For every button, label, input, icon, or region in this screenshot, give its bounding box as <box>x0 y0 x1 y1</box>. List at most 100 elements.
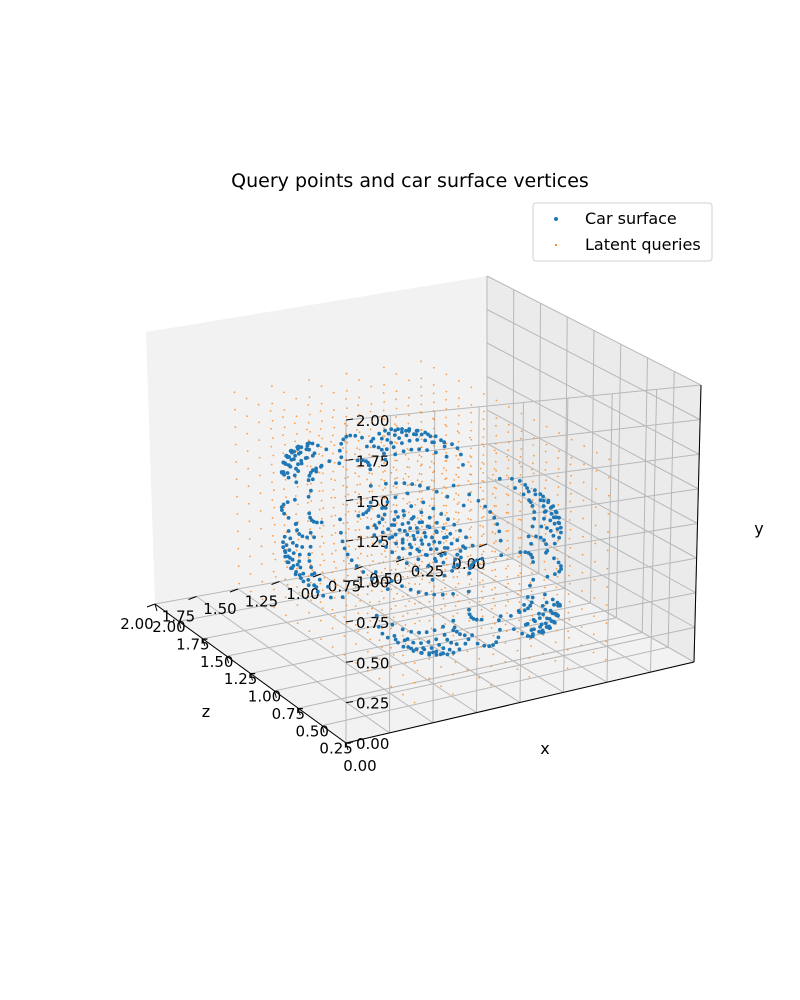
latent-query-point <box>491 531 494 534</box>
latent-query-point <box>406 594 409 596</box>
back-wall-gridline-y <box>486 376 699 490</box>
latent-query-point <box>296 622 299 625</box>
latent-query-point <box>458 397 460 400</box>
floor-gridline-z <box>320 573 521 703</box>
latent-query-point <box>466 631 469 634</box>
latent-query-point <box>368 564 371 567</box>
y-tick-label: 1.00 <box>356 574 389 592</box>
latent-query-point <box>531 480 534 483</box>
latent-query-point <box>495 399 498 402</box>
latent-query-point <box>479 524 482 527</box>
latent-query-point <box>469 501 472 503</box>
latent-query-point <box>418 472 421 475</box>
latent-query-point <box>382 561 385 564</box>
latent-query-point <box>607 513 610 515</box>
latent-query-point <box>378 677 381 680</box>
latent-query-point <box>307 520 309 522</box>
car-surface-point <box>517 610 522 614</box>
latent-query-point <box>247 485 250 488</box>
x-tick <box>297 708 301 716</box>
latent-query-point <box>295 513 297 516</box>
latent-query-point <box>429 466 431 469</box>
latent-query-point <box>506 474 508 477</box>
x-tick-label: 1.00 <box>248 688 281 706</box>
latent-query-point <box>594 542 597 545</box>
car-surface-point <box>376 624 381 629</box>
latent-query-point <box>383 479 386 482</box>
latent-query-point <box>452 537 455 540</box>
latent-query-point <box>433 418 435 421</box>
car-surface-point <box>299 461 304 466</box>
latent-query-point <box>454 623 457 626</box>
car-surface-point <box>522 603 526 607</box>
latent-query-point <box>414 622 416 625</box>
latent-query-point <box>567 593 570 596</box>
latent-query-point <box>343 635 346 637</box>
car-surface-point <box>282 534 287 539</box>
latent-query-point <box>445 373 448 376</box>
latent-query-point <box>457 511 460 514</box>
car-surface-point <box>327 459 332 464</box>
latent-query-point <box>271 419 274 422</box>
car-surface-point <box>393 637 398 642</box>
car-surface-point <box>439 553 444 558</box>
back-wall-gridline-y <box>486 309 701 421</box>
latent-query-point <box>420 429 423 431</box>
car-surface-point <box>433 434 438 439</box>
latent-query-point <box>416 669 419 672</box>
car-surface-point <box>287 455 291 459</box>
car-surface-point <box>385 587 390 591</box>
latent-query-point <box>531 499 534 501</box>
car-surface-point <box>282 472 286 477</box>
latent-query-point <box>440 550 443 552</box>
x-tick-label: 0.25 <box>319 740 352 758</box>
latent-query-point <box>491 512 494 514</box>
latent-query-point <box>543 579 546 581</box>
latent-query-point <box>310 534 313 537</box>
latent-query-point <box>420 360 423 363</box>
car-surface-point <box>554 515 559 520</box>
latent-query-point <box>604 658 607 661</box>
latent-query-point <box>334 549 337 552</box>
car-surface-point <box>442 535 446 540</box>
latent-query-point <box>445 477 448 480</box>
latent-query-point <box>493 542 495 544</box>
latent-query-point <box>358 431 361 434</box>
car-surface-point <box>342 546 347 551</box>
car-surface-point <box>420 520 424 525</box>
latent-query-point <box>545 461 548 464</box>
latent-query-point <box>583 463 585 466</box>
latent-query-point <box>456 576 459 578</box>
latent-query-point <box>595 470 598 472</box>
latent-query-point <box>454 605 457 607</box>
latent-query-point <box>321 420 323 422</box>
latent-query-point <box>416 536 419 539</box>
car-surface-point <box>556 603 561 608</box>
latent-query-point <box>283 426 286 429</box>
latent-query-point <box>383 615 385 618</box>
latent-query-point <box>394 423 396 426</box>
car-surface-point <box>472 560 476 565</box>
car-surface-point <box>548 506 553 510</box>
latent-query-point <box>369 428 372 431</box>
car-surface-point <box>533 619 537 624</box>
latent-query-point <box>533 437 535 439</box>
latent-query-point <box>420 446 423 448</box>
car-surface-point <box>396 640 400 645</box>
latent-query-point <box>359 500 362 503</box>
car-surface-point <box>424 591 429 596</box>
latent-query-point <box>494 604 496 607</box>
latent-query-point <box>295 415 298 418</box>
latent-query-point <box>371 490 374 493</box>
latent-query-point <box>458 432 460 434</box>
latent-query-point <box>482 561 484 564</box>
latent-query-point <box>466 650 469 653</box>
car-surface-point <box>397 436 401 440</box>
latent-query-point <box>469 473 471 476</box>
latent-query-point <box>334 479 336 482</box>
car-surface-point <box>378 539 383 544</box>
latent-query-point <box>452 673 454 676</box>
x-tick <box>154 603 158 612</box>
car-surface-point <box>542 538 546 542</box>
latent-query-point <box>433 568 436 570</box>
